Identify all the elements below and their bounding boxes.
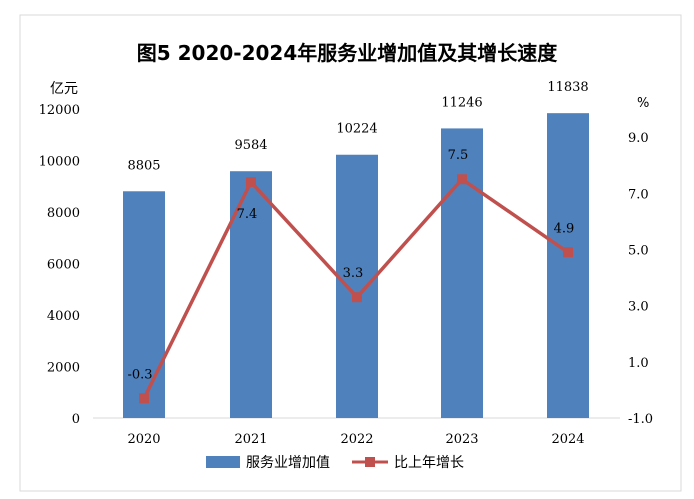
- x-tick-label: 2021: [234, 432, 267, 447]
- x-tick-label: 2024: [551, 432, 584, 447]
- right-tick-label: 7.0: [628, 187, 649, 202]
- legend: 服务业增加值 比上年增长: [206, 455, 464, 471]
- legend-bar-label: 服务业增加值: [246, 455, 330, 471]
- bar-value-label: 11838: [547, 80, 588, 95]
- right-tick-label: -1.0: [628, 412, 653, 427]
- bar-value-label: 11246: [441, 95, 482, 110]
- chart-title: 图5 2020-2024年服务业增加值及其增长速度: [137, 41, 559, 65]
- growth-value-label: 3.3: [343, 266, 364, 281]
- growth-value-label: 7.4: [237, 207, 258, 222]
- bar-2022: [336, 154, 378, 418]
- growth-marker: [563, 247, 573, 258]
- right-tick-label: 9.0: [628, 131, 649, 146]
- bar-value-label: 8805: [127, 158, 160, 173]
- growth-value-label: 4.9: [554, 221, 575, 236]
- bar-value-label: 10224: [336, 122, 377, 137]
- legend-line-marker: [365, 457, 375, 467]
- right-tick-label: 3.0: [628, 300, 649, 315]
- x-tick-label: 2022: [340, 432, 373, 447]
- left-tick-label: 6000: [47, 258, 80, 273]
- left-axis-unit: 亿元: [50, 81, 78, 97]
- x-tick-label: 2023: [445, 432, 478, 447]
- left-tick-label: 10000: [39, 155, 80, 170]
- bar-2023: [441, 128, 483, 418]
- growth-marker: [457, 174, 467, 185]
- left-tick-label: 12000: [39, 103, 80, 118]
- growth-marker: [139, 393, 149, 404]
- growth-value-label: 7.5: [448, 148, 469, 163]
- bar-2020: [123, 191, 165, 418]
- right-tick-label: 1.0: [628, 356, 649, 371]
- left-tick-label: 2000: [47, 361, 80, 376]
- right-axis-unit: %: [637, 96, 649, 111]
- growth-value-label: -0.3: [127, 367, 152, 382]
- right-tick-label: 5.0: [628, 243, 649, 258]
- growth-marker: [352, 292, 362, 303]
- bar-2024: [547, 113, 589, 418]
- bar-value-label: 9584: [234, 138, 267, 153]
- growth-marker: [246, 177, 256, 188]
- legend-bar-swatch: [206, 456, 240, 468]
- left-tick-label: 4000: [47, 309, 80, 324]
- legend-line-label: 比上年增长: [394, 455, 464, 471]
- left-tick-label: 0: [72, 412, 80, 427]
- left-tick-label: 8000: [47, 206, 80, 221]
- x-tick-label: 2020: [127, 432, 160, 447]
